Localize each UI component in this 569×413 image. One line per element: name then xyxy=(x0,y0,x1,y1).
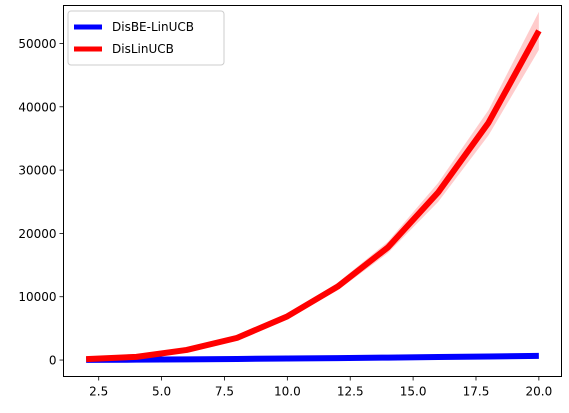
series-lines xyxy=(86,29,542,363)
y-tick-label: 0 xyxy=(49,354,57,368)
x-tick-label: 12.5 xyxy=(337,385,364,399)
x-tick-label: 17.5 xyxy=(463,385,490,399)
y-tick-label: 30000 xyxy=(18,164,56,178)
y-tick-label: 50000 xyxy=(18,37,56,51)
legend-label-disbe-linucb: DisBE-LinUCB xyxy=(112,20,194,34)
legend-label-dislinucb: DisLinUCB xyxy=(112,42,174,56)
x-tick-label: 10.0 xyxy=(274,385,301,399)
x-tick-label: 20.0 xyxy=(526,385,553,399)
x-tick-label: 2.5 xyxy=(89,385,108,399)
legend: DisBE-LinUCB DisLinUCB xyxy=(67,10,225,66)
x-tick-label: 15.0 xyxy=(400,385,427,399)
y-tick-label: 20000 xyxy=(18,227,56,241)
y-tick-label: 40000 xyxy=(18,100,56,114)
x-tick-label: 7.5 xyxy=(215,385,234,399)
plot-frame xyxy=(63,5,562,377)
legend-box xyxy=(67,10,225,66)
series-line-disbe-linucb xyxy=(86,352,539,363)
y-axis: 0 10000 20000 30000 40000 50000 xyxy=(18,37,64,368)
confidence-bands xyxy=(86,11,539,360)
y-tick-label: 10000 xyxy=(18,290,56,304)
x-axis: 2.5 5.0 7.5 10.0 12.5 15.0 17.5 20.0 xyxy=(89,376,553,399)
x-tick-label: 5.0 xyxy=(152,385,171,399)
band-dislinucb xyxy=(86,11,539,360)
series-line-dislinucb xyxy=(86,29,542,363)
